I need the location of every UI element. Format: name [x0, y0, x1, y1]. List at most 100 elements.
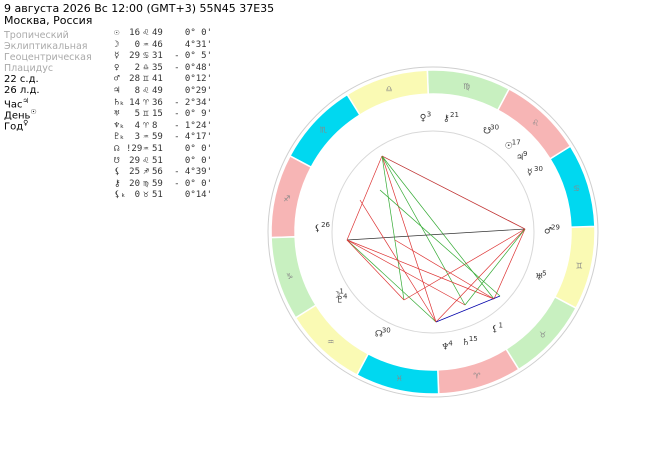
planet-degree: 20 [129, 178, 140, 189]
planet-symbol-icon: ☋ [114, 155, 120, 166]
planet-row: ⚸ₖ 0 ♉ 51 0°14' [114, 190, 212, 202]
setting-center: Геоцентрическая [4, 52, 92, 63]
chart-planet-degree: 30 [490, 124, 499, 132]
planet-row: ☊ !29♒ 51 0° 0' [114, 144, 212, 156]
planet-latitude: 4°31' [184, 39, 212, 50]
planet-row: ♃ 8 ♌ 49 0°29' [114, 86, 212, 98]
planet-symbol-icon: ⚷ [114, 178, 121, 189]
chart-planet-icon: ☊ [375, 329, 383, 339]
planet-minutes: 51 [152, 155, 163, 166]
zodiac-sign-icon: ♑ [286, 272, 293, 281]
aspect-line [379, 189, 501, 297]
chart-planet-icon: ☿ [527, 168, 533, 178]
outer-ring [267, 66, 599, 398]
zodiac-sign-icon: ♉ [143, 190, 149, 201]
planet-degree: 0 [134, 39, 140, 50]
aspect-line [435, 228, 526, 323]
planet-degree: 25 [129, 167, 140, 178]
planet-symbol-icon: ♃ [114, 85, 120, 96]
planet-symbol-icon: ♄ₖ [114, 97, 125, 108]
zodiac-sign-icon: ♏ [320, 126, 328, 135]
aspect-line [381, 155, 495, 300]
aspect-line [394, 239, 495, 300]
chart-planet-icon: ♇ [336, 296, 344, 306]
planet-degree: 29 [129, 155, 140, 166]
chart-date-line: 9 августа 2026 Вс 12:00 (GMT+3) 55N45 37… [4, 2, 275, 15]
planet-degree: 29 [129, 51, 140, 62]
aspect-line [346, 239, 495, 300]
planet-minutes: 41 [152, 74, 163, 85]
planet-degree: 8 [134, 85, 140, 96]
zodiac-sign-icon: ♋ [573, 184, 580, 193]
planet-row: ♄ₖ 14 ♈ 36 - 2°34' [114, 98, 212, 110]
planet-minutes: 35 [152, 62, 163, 73]
chart-planet-icon: ⚸ [314, 224, 321, 234]
zodiac-segment [355, 352, 440, 395]
aspect-line [359, 199, 437, 323]
zodiac-sign-icon: ♌ [532, 118, 539, 127]
planet-row: ♅ 5 ♊ 15 - 0° 9' [114, 109, 212, 121]
chart-planet-degree: 30 [382, 326, 391, 334]
aspect-line [381, 155, 405, 301]
zodiac-sign-icon: ♎ [386, 85, 393, 94]
chart-planet-degree: 26 [321, 221, 330, 229]
zodiac-sign-icon: ♌ [143, 85, 149, 96]
planet-row: ☉ 16 ♌ 49 0° 0' [114, 28, 212, 40]
planet-symbol-icon: ⚸ [114, 167, 121, 178]
planet-symbol-icon: ♅ [114, 109, 120, 120]
chart-planet-degree: 29 [551, 224, 560, 232]
chart-planet-degree: 21 [450, 111, 459, 119]
planet-symbol-icon: ⚸ₖ [114, 190, 127, 201]
planet-degree: 14 [129, 97, 140, 108]
aspect-line [493, 228, 526, 300]
planet-latitude: 0° 0' [184, 155, 212, 166]
planet-latitude: 0° 0' [184, 28, 212, 38]
aspect-line [381, 155, 437, 323]
planet-symbol-icon: ☽ [114, 39, 120, 50]
zodiac-sign-icon: ♊ [576, 262, 583, 271]
setting-coordinates: Эклиптикальная [4, 41, 88, 52]
planet-row: ☿ 29 ♋ 31 - 0° 5' [114, 51, 212, 63]
aspect-line [346, 239, 466, 306]
planet-minutes: 31 [152, 51, 163, 62]
chart-planet-icon: ⚸ [491, 325, 498, 335]
chart-planet-icon: ☋ [483, 127, 491, 137]
planet-minutes: 59 [152, 178, 163, 189]
zodiac-sign-icon: ♎ [143, 62, 149, 73]
sun-icon: ☉ [30, 108, 37, 116]
planet-row: ⚷ 20 ♍ 59 - 0° 0' [114, 179, 212, 191]
planet-minutes: 59 [152, 132, 163, 143]
zodiac-sign-icon: ♈ [143, 120, 149, 131]
planet-row: ♀ 2 ♎ 35 - 0°48' [114, 63, 212, 75]
planet-latitude: - 1°24' [174, 120, 212, 131]
zodiac-segment [270, 236, 318, 319]
planet-row: ☽ 0 ♒ 46 4°31' [114, 40, 212, 52]
hour-ruler: Час♃ [4, 97, 29, 111]
planet-minutes: 8 [152, 120, 158, 131]
planet-degree: 5 [134, 109, 140, 120]
aspect-line [381, 155, 526, 230]
zodiac-sign-icon: ♌ [143, 155, 149, 166]
chart-planet-icon: ♅ [535, 272, 543, 282]
chart-planet-degree: 17 [512, 138, 521, 146]
aspect-line [464, 228, 526, 306]
planet-latitude: - 4°17' [174, 132, 212, 143]
planet-minutes: 56 [152, 167, 163, 178]
chart-planet-degree: 4 [343, 293, 348, 301]
sidereal-day: 22 с.д. [4, 74, 39, 85]
zodiac-sign-icon: ♈ [143, 97, 149, 108]
zodiac-sign-icon: ♍ [463, 82, 470, 91]
chart-planet-icon: ☉ [505, 141, 513, 151]
zodiac-sign-icon: ♈ [473, 371, 480, 380]
chart-planet-degree: 5 [542, 269, 546, 277]
planet-latitude: 0°14' [184, 190, 212, 201]
planet-degree: !29 [126, 143, 143, 154]
planet-latitude: - 2°34' [174, 97, 212, 108]
aspect-line [346, 239, 405, 301]
planet-row: ⚸ 25 ♐ 56 - 4°39' [114, 167, 212, 179]
zodiac-sign-icon: ♌ [143, 28, 149, 38]
planet-minutes: 15 [152, 109, 163, 120]
planet-row: ♆ₖ 4 ♈ 8 - 1°24' [114, 121, 212, 133]
planet-degree: 16 [129, 28, 140, 38]
